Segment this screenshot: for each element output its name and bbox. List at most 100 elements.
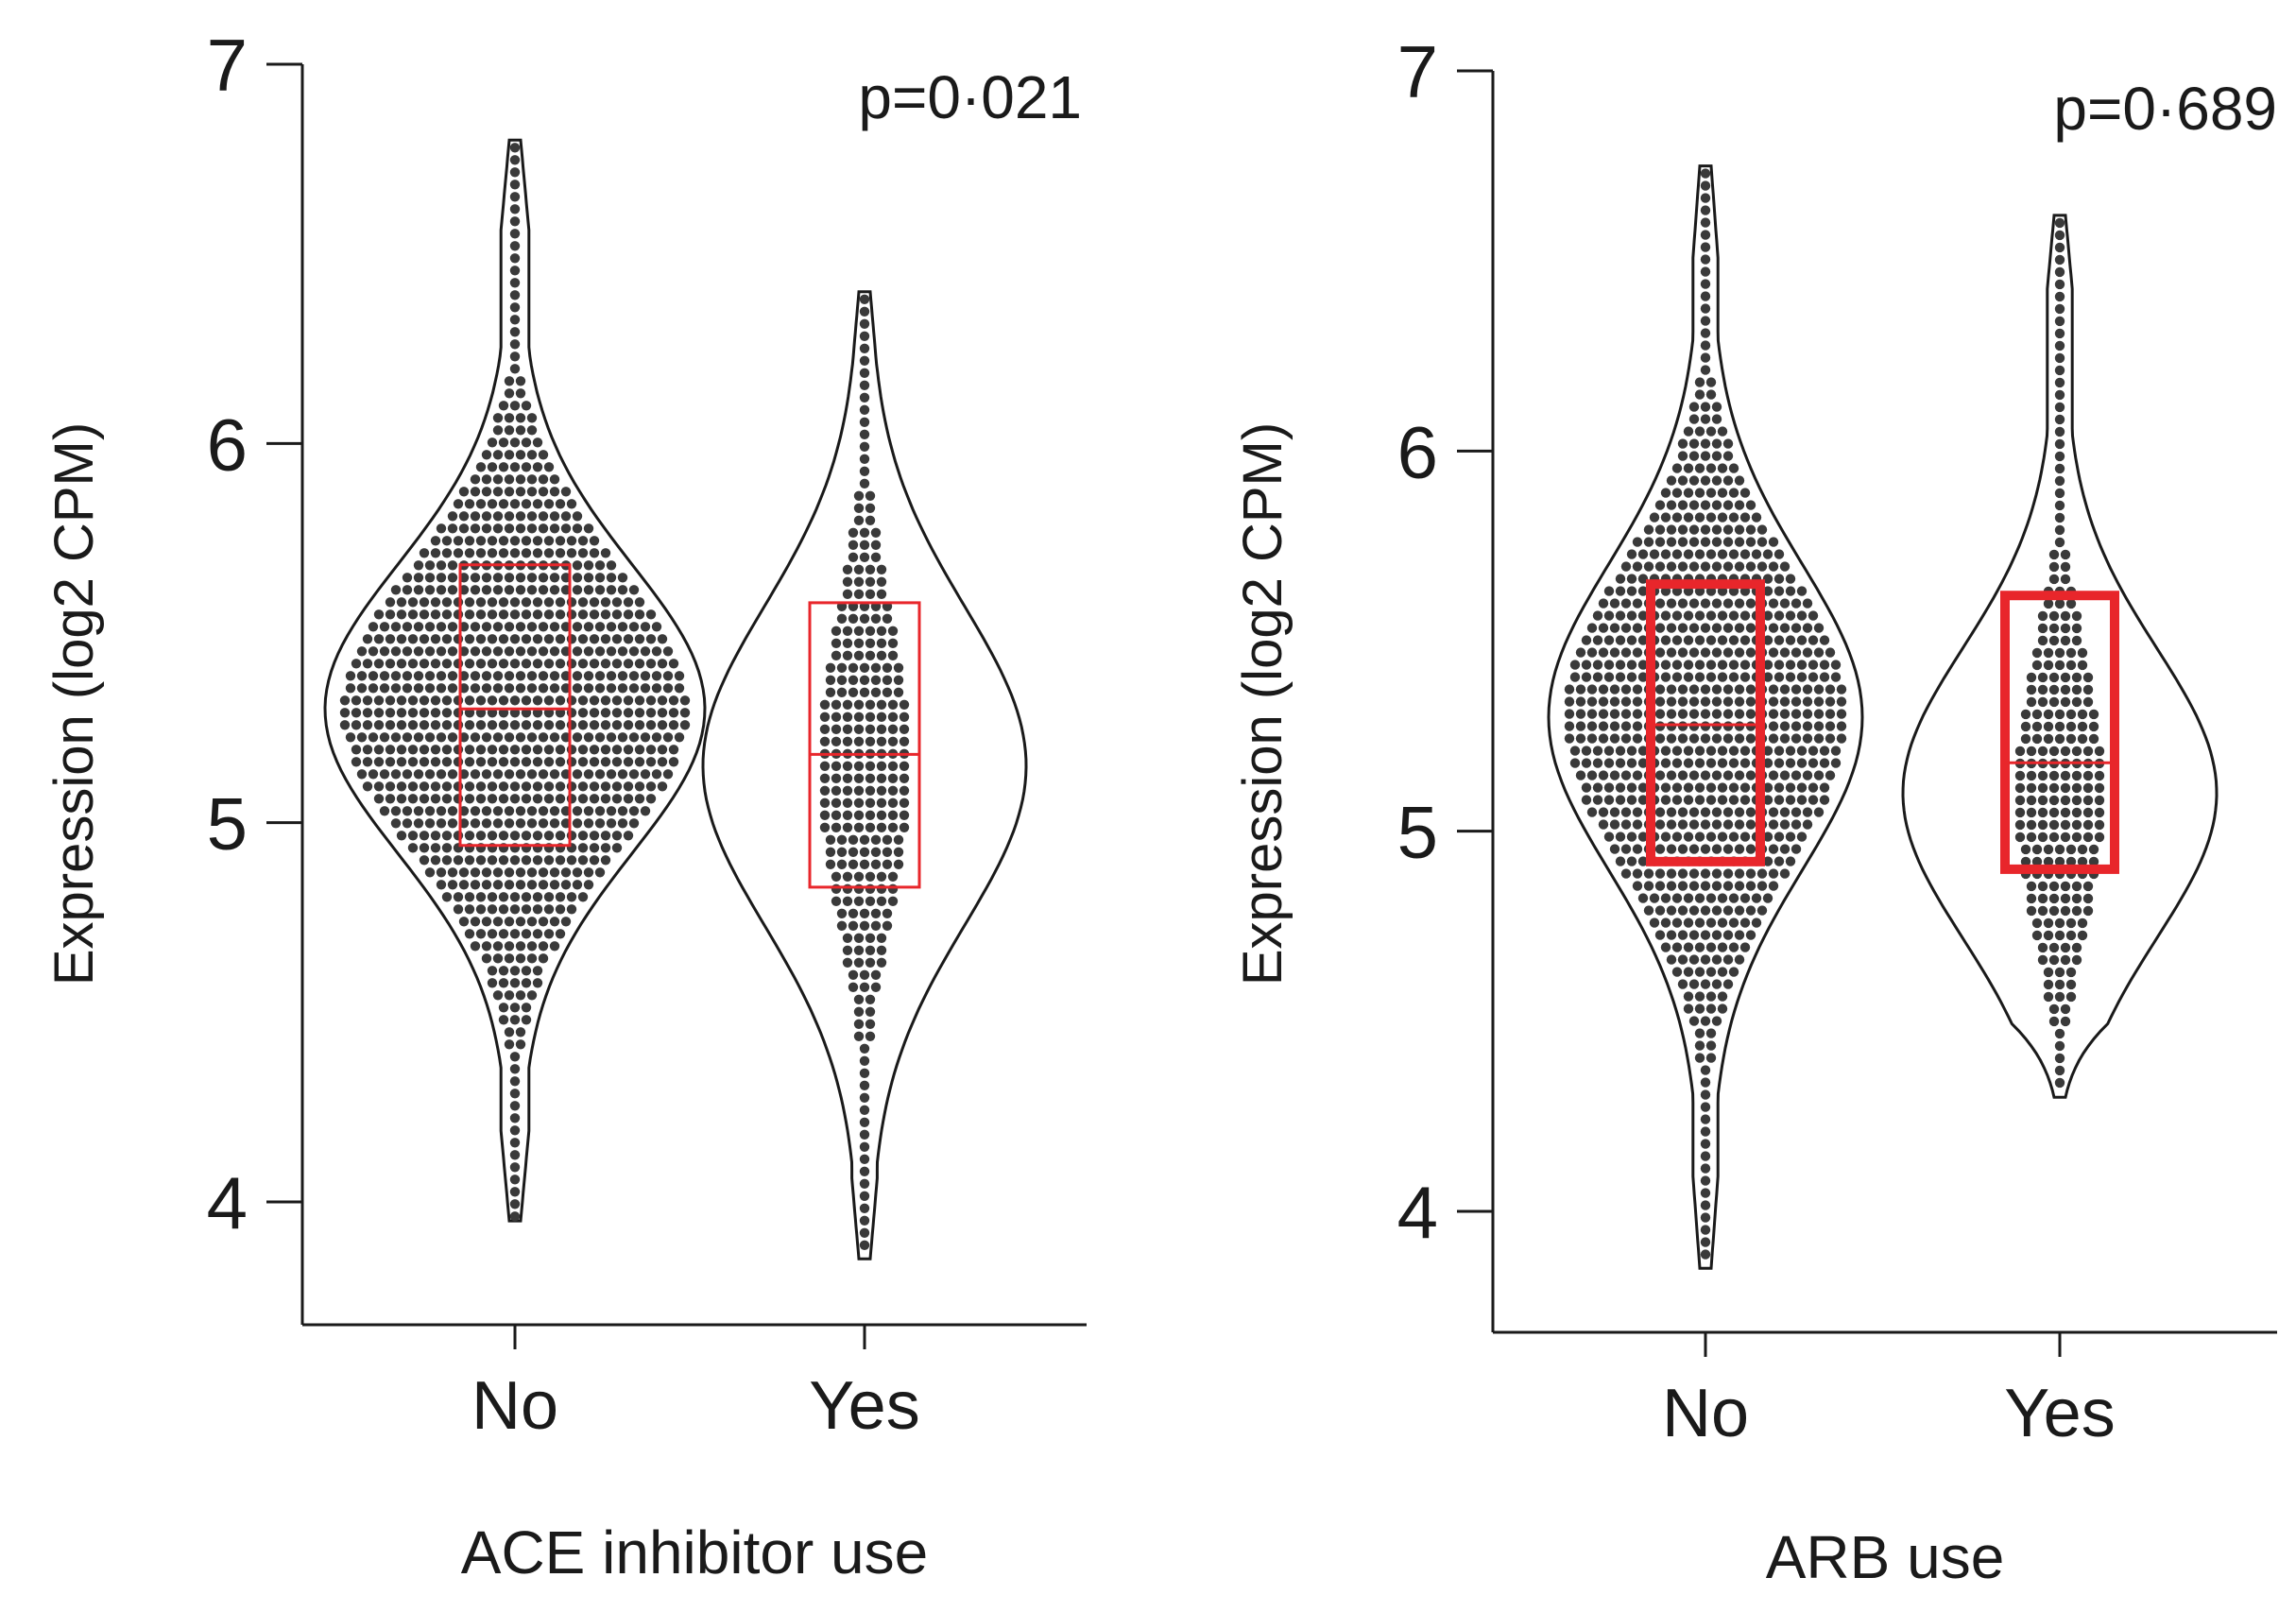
x-ticks: No Yes <box>471 1325 920 1444</box>
data-point <box>853 822 865 832</box>
data-point <box>1796 795 1808 805</box>
data-point <box>1779 598 1791 609</box>
data-point <box>842 883 853 894</box>
data-point <box>1711 402 1722 412</box>
data-point <box>390 585 402 595</box>
data-point <box>640 732 651 743</box>
data-point <box>407 659 419 669</box>
data-point <box>566 757 577 767</box>
data-point <box>859 1055 870 1067</box>
data-point <box>447 523 458 534</box>
data-point <box>600 659 611 669</box>
data-point <box>645 745 657 755</box>
data-point <box>2077 917 2088 929</box>
data-point <box>543 794 555 804</box>
data-point <box>825 834 836 845</box>
data-point <box>2026 672 2037 683</box>
data-point <box>1751 893 1762 903</box>
data-point <box>379 732 390 743</box>
data-point <box>402 732 413 743</box>
data-point <box>487 781 498 792</box>
data-point <box>1722 881 1734 891</box>
data-point <box>577 536 589 546</box>
data-point <box>1700 881 1711 891</box>
data-point <box>1711 524 1722 535</box>
data-point <box>657 720 668 730</box>
data-point <box>464 904 475 915</box>
data-point <box>842 712 853 722</box>
data-point <box>504 1039 515 1050</box>
data-point <box>413 683 424 694</box>
data-point <box>1700 1089 1711 1100</box>
data-point <box>819 822 831 832</box>
data-point <box>1785 635 1796 645</box>
data-point <box>1728 782 1739 793</box>
data-point <box>853 576 865 587</box>
data-point <box>1762 758 1773 768</box>
data-point <box>1592 610 1603 621</box>
data-point <box>526 953 538 964</box>
data-point <box>1791 770 1802 780</box>
data-point <box>1598 696 1609 707</box>
data-point <box>2082 881 2094 892</box>
data-point <box>836 662 848 673</box>
data-point <box>1762 549 1773 559</box>
data-point <box>634 609 645 620</box>
data-point <box>1688 500 1700 510</box>
data-point <box>577 892 589 902</box>
data-point <box>1705 635 1717 645</box>
data-point <box>1717 893 1728 903</box>
data-point <box>617 818 628 829</box>
data-point <box>623 781 634 792</box>
data-point <box>1615 782 1626 793</box>
data-point <box>1660 549 1671 559</box>
data-point <box>475 781 487 792</box>
data-point <box>379 646 390 657</box>
data-point <box>356 769 368 780</box>
data-point <box>1734 500 1745 510</box>
data-point <box>859 368 870 378</box>
data-point <box>515 376 526 386</box>
data-point <box>1705 377 1717 387</box>
data-point <box>458 867 470 878</box>
data-point <box>1791 696 1802 707</box>
data-point <box>1643 561 1654 572</box>
data-point <box>876 933 887 943</box>
data-point <box>859 1105 870 1116</box>
data-point <box>1632 844 1643 854</box>
data-point <box>509 352 521 362</box>
data-point <box>487 904 498 915</box>
data-point <box>538 917 549 927</box>
data-point <box>481 867 492 878</box>
data-point <box>470 511 481 522</box>
data-point <box>1683 660 1694 670</box>
data-point <box>859 834 870 845</box>
data-point <box>1700 168 1711 179</box>
data-point <box>566 720 577 730</box>
data-point <box>859 417 870 427</box>
data-point <box>2088 709 2099 720</box>
data-point <box>441 757 453 767</box>
data-point <box>1791 647 1802 658</box>
data-point <box>594 622 606 632</box>
data-point <box>481 573 492 583</box>
data-point <box>498 597 509 608</box>
data-point <box>441 843 453 853</box>
data-point <box>1564 709 1575 719</box>
data-point <box>1609 721 1620 731</box>
data-point <box>555 659 566 669</box>
data-point <box>848 969 859 981</box>
data-point <box>1722 451 1734 461</box>
data-point <box>859 969 870 981</box>
data-point <box>572 683 583 694</box>
data-point <box>1626 574 1637 584</box>
data-point <box>453 720 464 730</box>
data-point <box>2077 930 2088 941</box>
data-point <box>504 880 515 890</box>
data-point <box>419 757 430 767</box>
data-point <box>1745 561 1756 572</box>
data-point <box>876 589 887 599</box>
data-point <box>2054 414 2065 425</box>
data-point <box>1586 709 1598 719</box>
data-point <box>1700 684 1711 695</box>
